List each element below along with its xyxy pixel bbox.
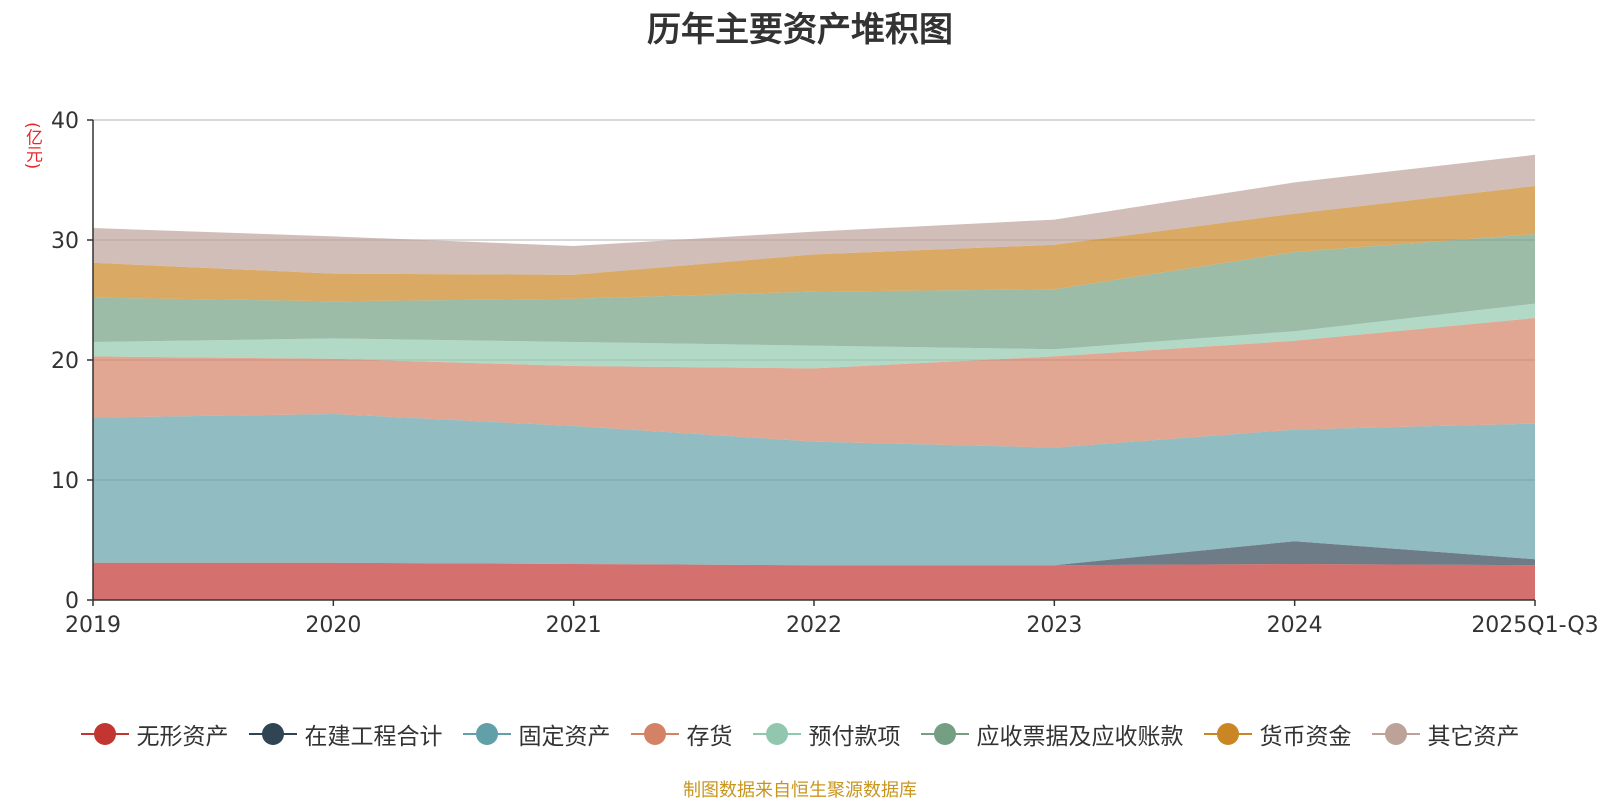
x-tick-label: 2019 — [65, 613, 121, 638]
area-series — [93, 318, 1535, 448]
legend-marker-icon — [1203, 722, 1252, 746]
area-series — [93, 414, 1535, 566]
axes: 0 10 20 30 40 2019 2020 2021 2022 2023 2024 2025Q1-… — [51, 109, 1599, 638]
legend-marker-icon — [630, 722, 679, 746]
x-tick-label: 2022 — [786, 613, 842, 638]
x-tick-label: 2024 — [1267, 613, 1323, 638]
legend-item[interactable]: 无形资产 — [80, 717, 229, 751]
legend-label: 货币资金 — [1259, 724, 1352, 750]
legend-label: 固定资产 — [518, 724, 611, 750]
y-tick-label: 40 — [51, 109, 79, 134]
area-series — [93, 303, 1535, 369]
legend-label: 在建工程合计 — [304, 724, 443, 750]
legend-label: 存货 — [686, 724, 733, 750]
legend-item[interactable]: 预付款项 — [752, 717, 901, 751]
legend-item[interactable]: 其它资产 — [1371, 717, 1520, 751]
area-series — [93, 562, 1535, 600]
legend-dot-icon — [93, 723, 116, 745]
legend-marker-icon — [80, 722, 129, 746]
chart-title: 历年主要资产堆积图 — [647, 10, 953, 50]
legend-marker-icon — [462, 722, 511, 746]
legend-dot-icon — [765, 723, 788, 745]
x-tick-label: 2020 — [305, 613, 361, 638]
legend-dot-icon — [261, 723, 284, 745]
legend-item[interactable]: 在建工程合计 — [248, 717, 443, 751]
legend-label: 无形资产 — [136, 724, 229, 750]
legend-label: 其它资产 — [1427, 724, 1520, 750]
legend-item[interactable]: 应收票据及应收账款 — [920, 717, 1184, 751]
legend-marker-icon — [248, 722, 297, 746]
legend-label: 应收票据及应收账款 — [976, 724, 1184, 750]
legend: 无形资产 在建工程合计 固定资产 存货 预付款项 应收票据及应收账款 货币资金 其它资产 — [0, 716, 1600, 752]
legend-marker-icon — [752, 722, 801, 746]
area-series — [93, 186, 1535, 302]
legend-dot-icon — [475, 723, 498, 745]
x-tick-label: 2025Q1-Q3 — [1471, 613, 1598, 638]
data-source-note: 制图数据来自恒生聚源数据库 — [683, 780, 917, 801]
area-series — [93, 154, 1535, 275]
legend-dot-icon — [933, 723, 956, 745]
legend-dot-icon — [1384, 723, 1407, 745]
area-series-layer — [93, 154, 1535, 600]
legend-dot-icon — [643, 723, 666, 745]
y-tick-label: 10 — [51, 469, 79, 494]
x-tick-label: 2023 — [1026, 613, 1082, 638]
y-tick-label: 30 — [51, 229, 79, 254]
legend-item[interactable]: 货币资金 — [1203, 717, 1352, 751]
legend-marker-icon — [920, 722, 969, 746]
legend-marker-icon — [1371, 722, 1420, 746]
x-tick-label: 2021 — [546, 613, 602, 638]
y-axis-unit-label: (亿元) — [22, 122, 42, 170]
legend-dot-icon — [1216, 723, 1239, 745]
legend-item[interactable]: 固定资产 — [462, 717, 611, 751]
legend-item[interactable]: 存货 — [630, 717, 733, 751]
y-tick-label: 0 — [65, 589, 79, 614]
area-series — [93, 541, 1535, 566]
y-tick-label: 20 — [51, 349, 79, 374]
legend-label: 预付款项 — [808, 724, 901, 750]
